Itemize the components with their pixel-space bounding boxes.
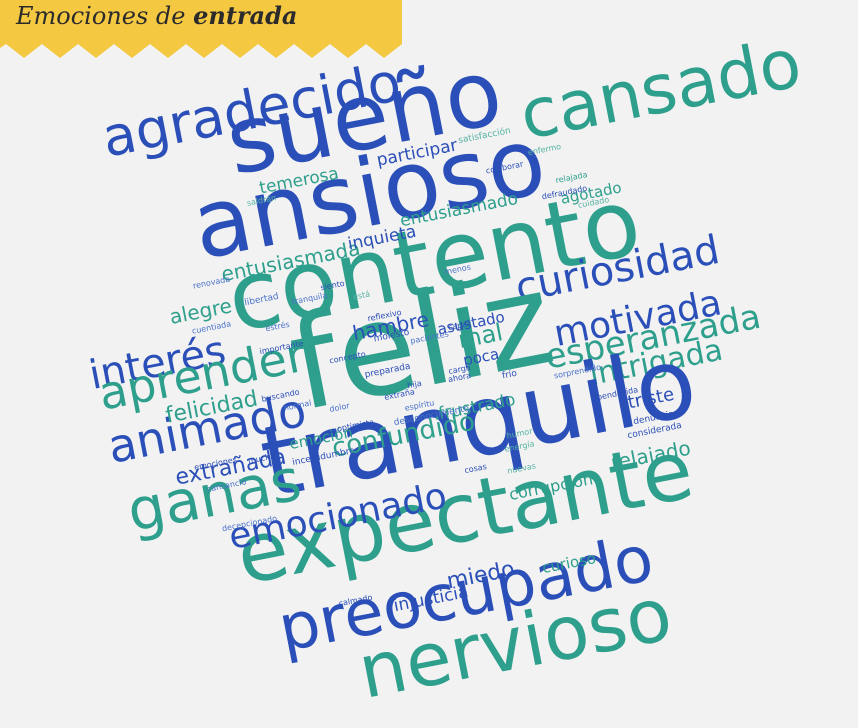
- header-title-emphasis: entrada: [193, 1, 297, 30]
- header-title: Emociones de entrada: [15, 1, 297, 30]
- cloud-word: hija: [407, 379, 423, 391]
- cloud-word: cansado: [514, 24, 808, 156]
- cloud-word: frío: [501, 369, 518, 382]
- cloud-word: dolor: [329, 401, 351, 414]
- cloud-word: carga: [448, 363, 472, 376]
- header-title-text: Emociones de: [15, 2, 185, 30]
- cloud-word: ahora: [447, 371, 471, 384]
- cloud-word: cosas: [464, 462, 488, 475]
- cloud-word: capaz: [447, 319, 472, 332]
- cloud-word: está: [352, 289, 371, 301]
- cloud-word: estrés: [264, 319, 290, 333]
- header-banner: [0, 0, 402, 58]
